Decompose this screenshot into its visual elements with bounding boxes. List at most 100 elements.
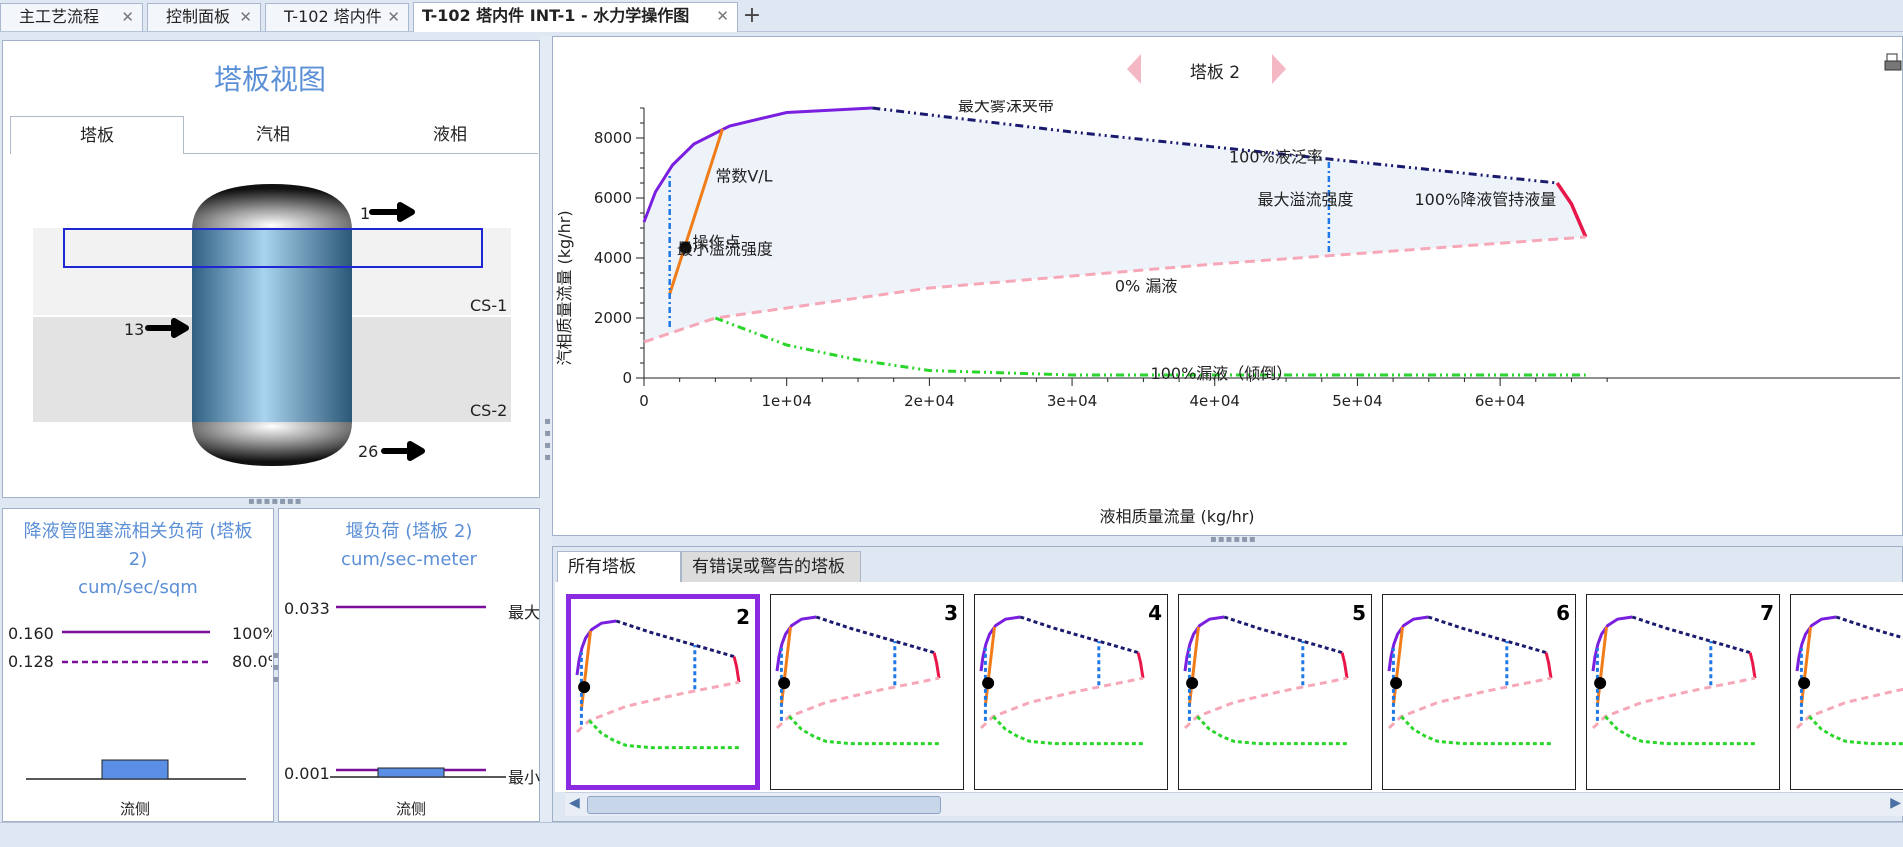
thumbnail-operating-point — [1798, 677, 1811, 690]
thumbnail-series — [979, 676, 1144, 730]
gauge-label-high: 100% — [232, 624, 272, 643]
tray-thumbnail[interactable]: 8 — [1790, 594, 1903, 790]
splitter-grip[interactable]: ▪▪▪▪ — [542, 416, 553, 464]
close-icon[interactable]: ✕ — [121, 8, 134, 26]
status-bar — [0, 822, 1903, 847]
thumbnail-scrollbar[interactable]: ◀ ▶ — [565, 792, 1903, 816]
splitter-grip[interactable]: ▪▪▪ — [270, 650, 281, 686]
tray-thumbnail[interactable]: 2 — [566, 594, 760, 790]
stream-label-bottom: 26 — [358, 442, 378, 461]
close-icon[interactable]: ✕ — [239, 8, 252, 26]
vertical-splitter[interactable] — [540, 36, 552, 822]
tab-vapor[interactable]: 汽相 — [256, 125, 290, 145]
gauge-x-label: 流侧 — [119, 800, 150, 818]
tab-column-internals[interactable]: T-102 塔内件 ✕ — [265, 3, 409, 31]
thumbnail-chart — [1591, 615, 1757, 746]
column-top-head — [192, 184, 352, 230]
document-tab-bar: 主工艺流程 ✕ 控制面板 ✕ T-102 塔内件 ✕ T-102 塔内件 INT… — [0, 0, 1903, 32]
thumbnail-label: 2 — [736, 605, 750, 629]
hydraulic-operating-chart[interactable]: 0 2000 4000 6000 8000 0 1e+04 2e+04 3e+04 4e+04 5e… — [552, 100, 1903, 540]
stream-label-top: 1 — [360, 204, 370, 223]
y-tick-label: 6000 — [594, 189, 632, 207]
stream-label-feed: 13 — [124, 320, 144, 339]
scroll-left-icon[interactable]: ◀ — [569, 795, 580, 811]
thumbnail-series — [1631, 615, 1751, 654]
operating-region — [644, 108, 1586, 342]
thumbnail-series — [1019, 615, 1139, 654]
tab-control-panel[interactable]: 控制面板 ✕ — [147, 3, 261, 31]
annotation-operating-point: 操作点 — [693, 233, 741, 252]
tab-trays-with-warnings[interactable]: 有错误或警告的塔板 — [681, 551, 861, 583]
gauge-value-high: 0.160 — [8, 624, 54, 643]
tray-diagram: 1 13 26 CS-1 CS-2 — [33, 184, 511, 466]
thumbnail-series — [1808, 715, 1903, 746]
thumbnail-operating-point — [982, 677, 995, 690]
tray-thumbnail[interactable]: 3 — [770, 594, 964, 790]
weir-gauge-graphic — [330, 605, 506, 778]
thumbnail-series — [815, 615, 935, 654]
tab-underline — [184, 153, 538, 154]
annotation-min-weir-load: 最小溢流强度 — [677, 239, 773, 258]
prev-tray-button[interactable] — [1123, 52, 1145, 86]
tab-tray[interactable]: 塔板 — [10, 116, 184, 154]
close-icon[interactable]: ✕ — [387, 8, 400, 26]
thumbnail-series — [788, 715, 939, 746]
tray-thumbnail[interactable]: 7 — [1586, 594, 1780, 790]
thumbnail-series — [1400, 715, 1551, 746]
tab-all-trays[interactable]: 所有塔板 — [557, 551, 681, 583]
thumbnail-series — [1591, 615, 1633, 672]
series-weeping-0 — [643, 235, 1586, 344]
next-tray-button[interactable] — [1268, 52, 1290, 86]
thumbnail-series — [775, 676, 940, 730]
thumbnail-series — [775, 615, 817, 672]
thumbnail-series — [1795, 615, 1837, 672]
downcomer-gauge-title: 降液管阻塞流相关负荷 (塔板 2) cum/sec/sqm — [6, 518, 270, 602]
close-icon[interactable]: ✕ — [716, 7, 729, 25]
gauge-value-min: 0.001 — [284, 764, 330, 783]
scroll-right-icon[interactable]: ▶ — [1890, 795, 1901, 811]
thumbnail-series — [1183, 676, 1348, 730]
annotation-downcomer-backup: 100%降液管持液量 — [1415, 190, 1557, 209]
gauge-title-line: 2) — [128, 549, 148, 570]
y-tick-label: 2000 — [594, 309, 632, 327]
gauge-value-mid: 0.128 — [8, 652, 54, 671]
x-tick-label: 3e+04 — [1047, 392, 1097, 410]
splitter-grip[interactable]: ▪▪▪▪▪▪ — [1210, 534, 1257, 545]
annotation-flooding: 100%液泛率 — [1229, 148, 1323, 167]
gauge-unit: cum/sec-meter — [341, 549, 477, 570]
tray-thumbnail[interactable]: 5 — [1178, 594, 1372, 790]
gauge-label-min: 最小 — [508, 768, 540, 787]
gauge-title-line: 堰负荷 (塔板 2) — [345, 521, 473, 542]
thumbnail-series — [575, 619, 617, 676]
tray-thumbnail[interactable]: 6 — [1382, 594, 1576, 790]
scrollbar-thumb[interactable] — [587, 796, 941, 814]
thumbnail-series — [1136, 652, 1145, 679]
thumbnail-series — [1835, 615, 1903, 640]
gauge-label-max: 最大 — [508, 603, 540, 622]
thumbnail-series — [1387, 615, 1429, 672]
y-axis-label: 汽相质量流量 (kg/hr) — [555, 210, 574, 365]
splitter-grip[interactable]: ▪▪▪▪▪▪▪ — [248, 496, 303, 507]
thumbnail-series — [1391, 626, 1404, 706]
selected-tray-box[interactable] — [63, 228, 483, 268]
x-tick-label: 1e+04 — [761, 392, 811, 410]
tab-hydraulic-plot[interactable]: T-102 塔内件 INT-1 - 水力学操作图 ✕ — [413, 2, 738, 32]
thumbnail-series — [615, 619, 735, 658]
thumbnail-series — [992, 715, 1143, 746]
thumbnail-series — [1340, 652, 1349, 679]
y-tick-label: 4000 — [594, 249, 632, 267]
y-tick-label: 0 — [622, 369, 632, 387]
tray-thumbnail[interactable]: 4 — [974, 594, 1168, 790]
print-icon[interactable] — [1883, 52, 1903, 76]
thumbnail-series — [1187, 626, 1200, 706]
tab-main-flowsheet[interactable]: 主工艺流程 ✕ — [0, 3, 143, 31]
x-tick-label: 4e+04 — [1190, 392, 1240, 410]
operating-point-marker — [679, 241, 692, 254]
tab-liquid[interactable]: 液相 — [433, 125, 467, 145]
annotation-max-weir-load: 最大溢流强度 — [1258, 190, 1354, 209]
arrow-right-icon — [369, 202, 415, 222]
thumbnail-operating-point — [1186, 677, 1199, 690]
add-tab-button[interactable]: + — [742, 3, 762, 28]
thumbnail-series — [1544, 652, 1553, 679]
thumbnail-operating-point — [1594, 677, 1607, 690]
